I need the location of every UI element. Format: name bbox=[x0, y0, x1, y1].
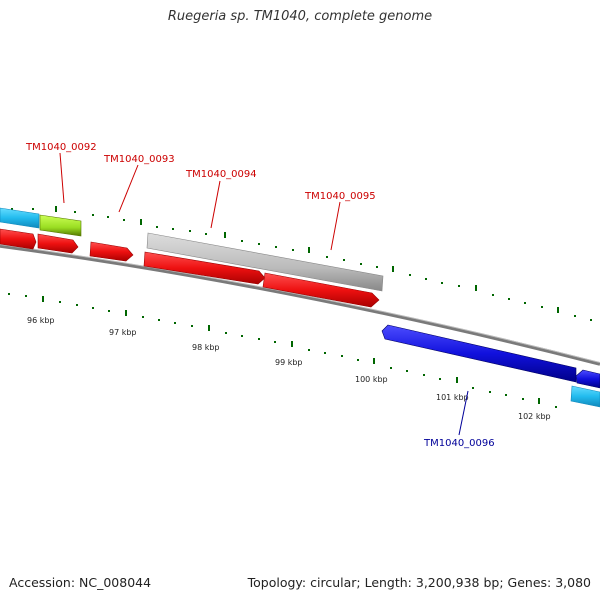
map-title: Ruegeria sp. TM1040, complete genome bbox=[167, 9, 433, 24]
leader-line-tm1040-0095 bbox=[330, 201, 341, 251]
tick-label-96kbp: 96 kbp bbox=[27, 316, 55, 325]
tick-label-100kbp: 100 kbp bbox=[355, 375, 388, 384]
cyan-feature[interactable] bbox=[0, 207, 40, 229]
genome-backbone-highlight bbox=[0, 244, 600, 363]
genome-summary-text: Topology: circular; Length: 3,200,938 bp… bbox=[247, 575, 591, 590]
cds-arrow-tm1040-0094[interactable] bbox=[143, 251, 266, 285]
leader-line-tm1040-0096 bbox=[458, 390, 469, 436]
tick-label-99kbp: 99 kbp bbox=[275, 358, 303, 367]
leader-line-tm1040-0094 bbox=[210, 180, 221, 229]
cds-arrow-tm1040-0092[interactable] bbox=[37, 233, 79, 254]
gene-label-tm1040-0096[interactable]: TM1040_0096 bbox=[423, 438, 495, 449]
tick-labels: 96 kbp 97 kbp 98 kbp 99 kbp 100 kbp 101 … bbox=[27, 316, 551, 421]
gene-leader-lines bbox=[59, 152, 469, 436]
gene-label-tm1040-0093[interactable]: TM1040_0093 bbox=[103, 154, 175, 165]
cds-arrow-tm1040-0093[interactable] bbox=[89, 241, 134, 262]
cds-arrow-tm1040-0096[interactable] bbox=[381, 324, 577, 383]
reverse-features bbox=[381, 324, 600, 408]
forward-features bbox=[0, 207, 384, 308]
green-feature-tm1040-0092[interactable] bbox=[39, 214, 82, 237]
cds-arrow-tm1040-0095[interactable] bbox=[262, 272, 380, 308]
outer-tick-track bbox=[11, 206, 592, 321]
tick-label-98kbp: 98 kbp bbox=[192, 343, 220, 352]
tick-label-101kbp: 101 kbp bbox=[436, 393, 469, 402]
gene-label-tm1040-0094[interactable]: TM1040_0094 bbox=[185, 169, 257, 180]
leader-line-tm1040-0092 bbox=[59, 152, 65, 204]
gene-label-tm1040-0092[interactable]: TM1040_0092 bbox=[25, 142, 97, 153]
tick-label-97kbp: 97 kbp bbox=[109, 328, 137, 337]
cds-arrow-left[interactable] bbox=[0, 228, 37, 250]
inner-tick-track bbox=[8, 293, 557, 408]
gray-feature-tm1040-0094[interactable] bbox=[146, 232, 384, 292]
cyan-feature-right[interactable] bbox=[570, 385, 600, 408]
accession-text: Accession: NC_008044 bbox=[9, 575, 152, 590]
gene-label-tm1040-0095[interactable]: TM1040_0095 bbox=[304, 191, 376, 202]
tick-label-102kbp: 102 kbp bbox=[518, 412, 551, 421]
leader-line-tm1040-0093 bbox=[118, 164, 139, 213]
cds-arrow-right-edge[interactable] bbox=[575, 369, 600, 389]
genome-backbone bbox=[0, 244, 600, 366]
gene-labels: TM1040_0092 TM1040_0093 TM1040_0094 TM10… bbox=[25, 142, 495, 449]
